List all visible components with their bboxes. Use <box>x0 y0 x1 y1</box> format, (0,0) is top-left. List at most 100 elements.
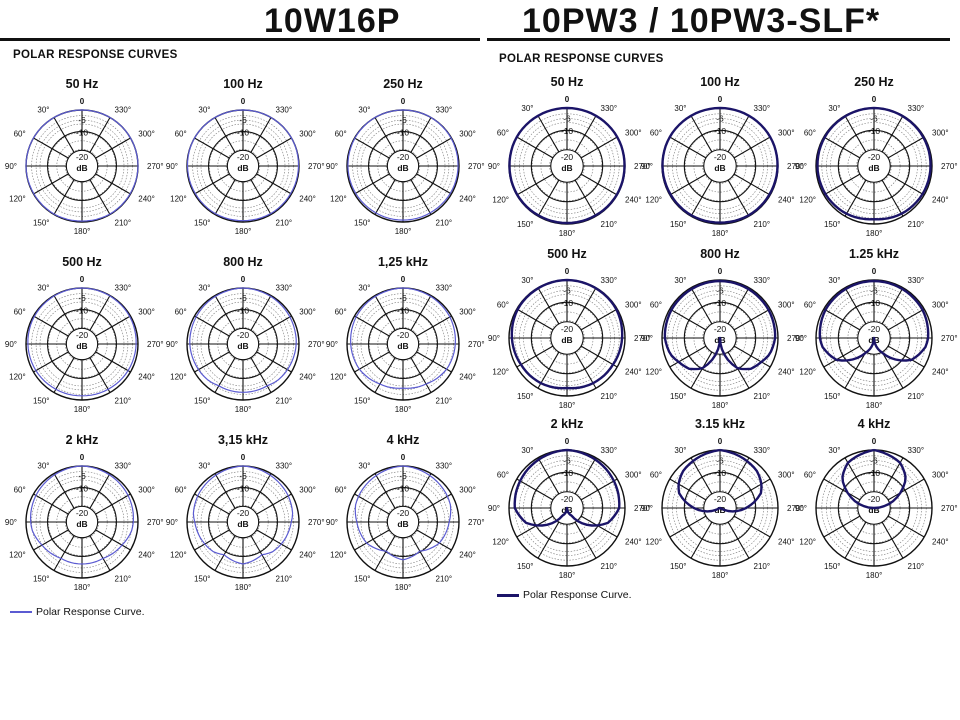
polar-spoke <box>53 473 75 509</box>
polar-plot: 50 Hz 0 30° 60° 90° 120° 150° 180° 210° 240° 270° 3… <box>5 77 164 236</box>
polar-angle-label: 30° <box>828 276 840 285</box>
polar-spoke <box>733 478 771 501</box>
polar-plot: 100 Hz 0 30° 60° 90° 120° 150° 180° 210° 240° 270°… <box>166 77 325 236</box>
polar-spoke <box>250 535 272 571</box>
polar-response-curve <box>25 109 139 222</box>
left-title-rule <box>0 38 480 41</box>
polar-radial-label: -6 <box>563 455 571 465</box>
polar-radial-label: -6 <box>239 293 247 303</box>
polar-radial-label: -6 <box>870 455 878 465</box>
polar-angle-label: 150° <box>33 396 50 405</box>
polar-radial-unit: dB <box>868 505 879 515</box>
polar-plot-title: 250 Hz <box>854 75 894 89</box>
polar-angle-label: 240° <box>138 551 155 560</box>
polar-angle-label: 210° <box>115 396 132 405</box>
polar-radial-label: -20 <box>561 152 574 162</box>
polar-plot-title: 3.15 kHz <box>695 417 745 431</box>
polar-angle-label: 330° <box>276 284 293 293</box>
polar-radial-label: -6 <box>716 455 724 465</box>
polar-angle-label: 120° <box>170 195 187 204</box>
polar-angle-label: 0 <box>872 437 877 446</box>
polar-radial-unit: dB <box>76 519 87 529</box>
polar-response-curve <box>508 106 626 225</box>
polar-spoke <box>844 351 867 389</box>
polar-radial-unit: dB <box>397 163 408 173</box>
polar-spoke <box>256 493 292 515</box>
polar-radial-label: -10 <box>868 126 881 136</box>
polar-spoke <box>887 173 925 196</box>
polar-spoke <box>256 351 292 373</box>
polar-angle-label: 30° <box>828 446 840 455</box>
polar-plot: 4 kHz 0 30° 60° 90° 120° 150° 180° 210° 240° 270° 3… <box>795 417 958 580</box>
polar-spoke <box>574 115 597 153</box>
polar-angle-label: 300° <box>778 471 795 480</box>
polar-spoke <box>733 515 771 538</box>
polar-angle-label: 120° <box>330 195 347 204</box>
polar-angle-label: 60° <box>175 130 187 139</box>
polar-angle-label: 300° <box>459 486 476 495</box>
polar-spoke <box>733 173 771 196</box>
polar-spoke <box>416 137 452 159</box>
polar-spoke <box>887 515 925 538</box>
polar-angle-label: 150° <box>824 220 841 229</box>
polar-plot-title: 1.25 kHz <box>849 247 899 261</box>
polar-spoke <box>574 179 597 217</box>
polar-radial-label: -10 <box>397 483 410 493</box>
polar-spoke <box>887 308 925 331</box>
polar-angle-label: 150° <box>194 396 211 405</box>
polar-radial-label: -20 <box>868 152 881 162</box>
polar-angle-label: 90° <box>795 334 807 343</box>
polar-angle-label: 300° <box>625 471 642 480</box>
polar-angle-label: 150° <box>824 392 841 401</box>
polar-radial-label: -10 <box>76 483 89 493</box>
polar-angle-label: 150° <box>354 218 371 227</box>
polar-radial-unit: dB <box>237 519 248 529</box>
polar-angle-label: 60° <box>497 301 509 310</box>
polar-angle-label: 240° <box>932 538 949 547</box>
polar-spoke <box>89 357 111 393</box>
polar-spoke <box>53 117 75 153</box>
polar-angle-label: 240° <box>459 373 476 382</box>
polar-spoke <box>89 473 111 509</box>
polar-spoke <box>727 179 750 217</box>
polar-angle-label: 300° <box>299 486 316 495</box>
polar-angle-label: 0 <box>401 97 406 106</box>
polar-response-curve <box>663 279 777 371</box>
right-model-title: 10PW3 / 10PW3-SLF* <box>522 2 881 40</box>
polar-angle-label: 300° <box>778 301 795 310</box>
polar-angle-label: 0 <box>80 97 85 106</box>
polar-spoke <box>194 315 230 337</box>
polar-plot-title: 4 kHz <box>858 417 891 431</box>
polar-radial-label: -6 <box>716 285 724 295</box>
polar-spoke <box>95 493 131 515</box>
polar-angle-label: 270° <box>634 162 651 171</box>
polar-plot: 500 Hz 0 30° 60° 90° 120° 150° 180° 210° 240° 270°… <box>488 247 651 410</box>
polar-spoke <box>690 179 713 217</box>
polar-radial-label: -10 <box>714 298 727 308</box>
polar-radial-label: -6 <box>399 293 407 303</box>
polar-spoke <box>33 529 69 551</box>
polar-spoke <box>95 173 131 195</box>
polar-angle-label: 180° <box>712 571 729 580</box>
polar-angle-label: 240° <box>778 196 795 205</box>
polar-radial-label: -20 <box>868 324 881 334</box>
polar-angle-label: 120° <box>492 368 509 377</box>
polar-angle-label: 270° <box>147 518 164 527</box>
polar-spoke <box>887 478 925 501</box>
polar-angle-label: 0 <box>872 95 877 104</box>
polar-angle-label: 330° <box>436 462 453 471</box>
polar-angle-label: 240° <box>299 551 316 560</box>
polar-spoke <box>194 137 230 159</box>
polar-angle-label: 330° <box>601 276 618 285</box>
polar-angle-label: 150° <box>33 574 50 583</box>
polar-spoke <box>95 351 131 373</box>
polar-angle-label: 240° <box>459 195 476 204</box>
polar-spoke <box>727 115 750 153</box>
polar-spoke <box>574 287 597 325</box>
polar-angle-label: 270° <box>308 162 325 171</box>
polar-angle-label: 0 <box>80 275 85 284</box>
polar-angle-label: 120° <box>645 368 662 377</box>
polar-angle-label: 30° <box>358 462 370 471</box>
polar-spoke <box>733 345 771 368</box>
polar-spoke <box>214 295 236 331</box>
